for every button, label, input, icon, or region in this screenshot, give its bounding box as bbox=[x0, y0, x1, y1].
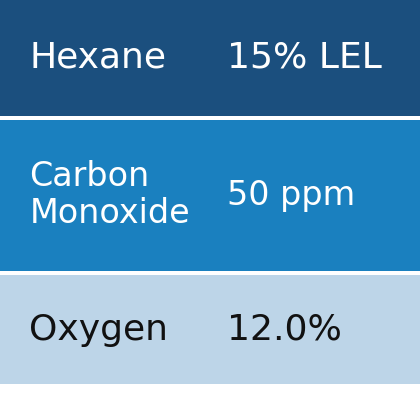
Text: 12.0%: 12.0% bbox=[227, 313, 342, 346]
Text: Oxygen: Oxygen bbox=[29, 313, 168, 346]
Bar bbox=[0, 120, 420, 271]
Text: Hexane: Hexane bbox=[29, 41, 166, 75]
Bar bbox=[0, 275, 420, 384]
Bar bbox=[0, 0, 420, 116]
Text: 50 ppm: 50 ppm bbox=[227, 179, 355, 212]
Text: 15% LEL: 15% LEL bbox=[227, 41, 382, 75]
Text: Carbon
Monoxide: Carbon Monoxide bbox=[29, 160, 190, 230]
